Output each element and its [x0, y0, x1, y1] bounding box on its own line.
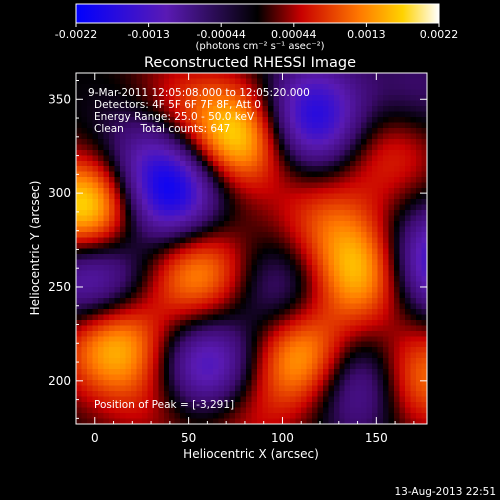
footer-timestamp: 13-Aug-2013 22:51 — [394, 486, 496, 498]
colorbar-tick-label: 0.0013 — [347, 28, 386, 41]
y-tick-label: 250 — [48, 280, 71, 294]
heatmap-image — [76, 73, 427, 424]
colorbar-unit-label: (photons cm⁻² s⁻¹ asec⁻²) — [195, 41, 324, 52]
axis-ticks: 0 50 100 150 200 250 300 350 — [48, 73, 427, 445]
colorbar: -0.0022 -0.0013 -0.00044 0.00044 0.0013 0.002… — [55, 3, 459, 52]
annotation-peak-position: Position of Peak = [-3,291] — [94, 399, 234, 411]
x-axis-label: Heliocentric X (arcsec) — [183, 447, 319, 461]
annotation-time-range: 9-Mar-2011 12:05:08.000 to 12:05:20.000 — [88, 87, 310, 99]
plot-frame — [75, 72, 428, 425]
chart-title: Reconstructed RHESSI Image — [144, 55, 356, 71]
y-axis-label: Heliocentric Y (arcsec) — [28, 181, 42, 316]
colorbar-tick-label: -0.00044 — [196, 28, 245, 41]
colorbar-tick-label: -0.0013 — [127, 28, 169, 41]
colorbar-gradient — [75, 3, 440, 24]
annotation-detectors: Detectors: 4F 5F 6F 7F 8F, Att 0 — [94, 99, 261, 111]
y-tick-label: 300 — [48, 186, 71, 200]
x-tick-label: 0 — [91, 431, 99, 445]
annotation-energy-range: Energy Range: 25.0 - 50.0 keV — [94, 111, 255, 123]
x-tick-label: 150 — [365, 431, 388, 445]
colorbar-tick-label: -0.0022 — [55, 28, 97, 41]
y-tick-label: 200 — [48, 374, 71, 388]
x-tick-label: 100 — [271, 431, 294, 445]
colorbar-tick-label: 0.0022 — [420, 28, 459, 41]
y-tick-label: 350 — [48, 92, 71, 106]
colorbar-tick-label: 0.00044 — [271, 28, 317, 41]
heatmap-area — [76, 73, 427, 424]
annotation-clean-counts: Clean Total counts: 647 — [94, 123, 230, 135]
x-tick-label: 50 — [181, 431, 196, 445]
